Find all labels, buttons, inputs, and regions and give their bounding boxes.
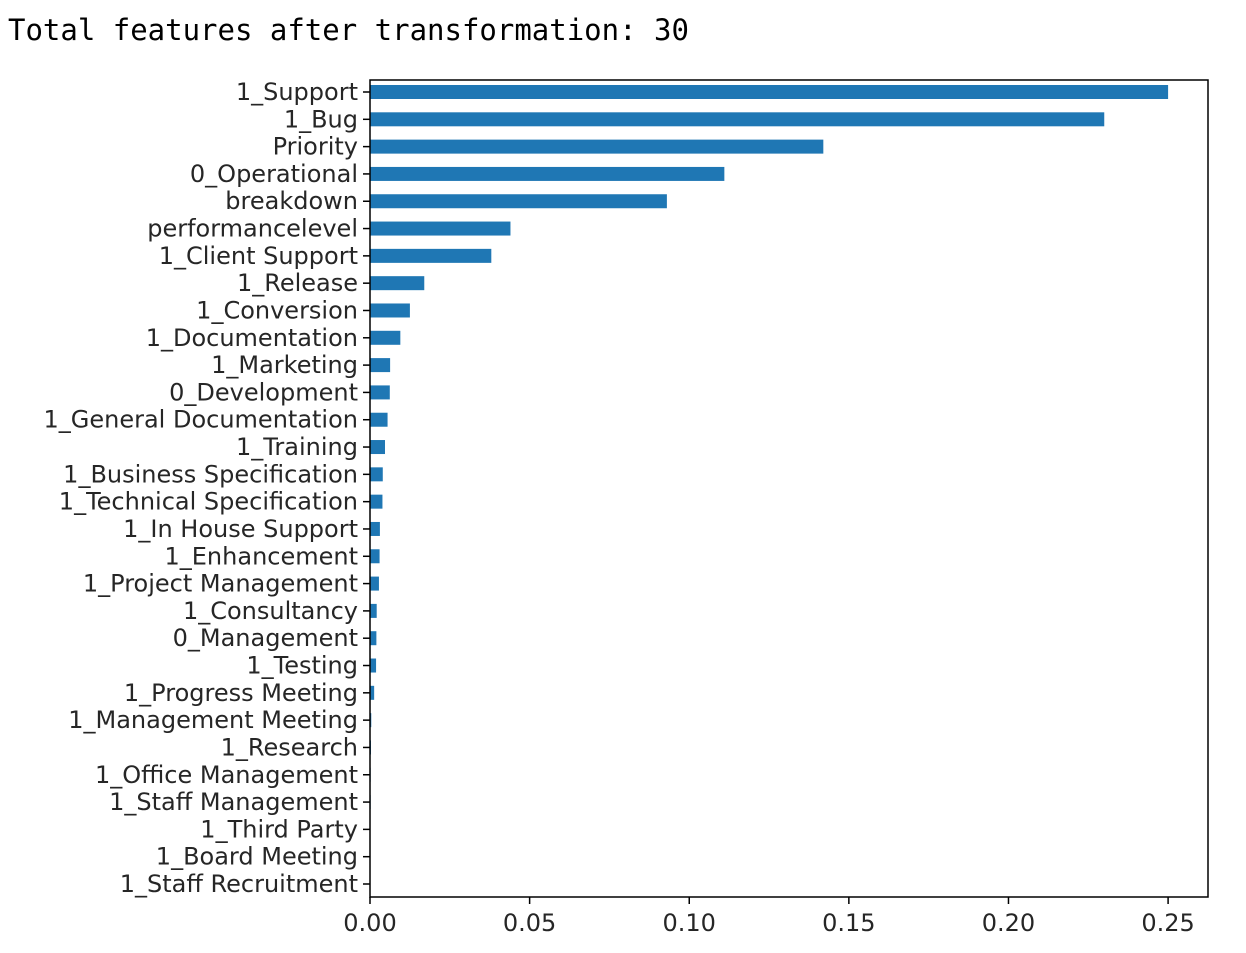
x-tick-label: 0.00 bbox=[343, 909, 396, 937]
y-tick-label: 1_Business Specification bbox=[63, 460, 358, 488]
x-tick-labels: 0.00 0.05 0.10 0.15 0.20 0.25 bbox=[343, 909, 1195, 937]
y-tick-label: 1_Enhancement bbox=[165, 542, 359, 570]
y-tick-marks bbox=[363, 91, 370, 885]
y-tick-label: 1_Marketing bbox=[211, 351, 358, 379]
x-tick-label: 0.20 bbox=[982, 909, 1035, 937]
bar bbox=[370, 549, 380, 564]
bar bbox=[370, 221, 511, 236]
bar bbox=[370, 412, 388, 427]
y-tick-label: 1_Management Meeting bbox=[68, 706, 358, 734]
bar bbox=[370, 85, 1169, 99]
y-tick-label: breakdown bbox=[225, 187, 358, 215]
bar bbox=[370, 303, 410, 318]
y-tick-label: 1_Board Meeting bbox=[156, 843, 358, 871]
bar bbox=[370, 440, 385, 455]
y-tick-label: 1_General Documentation bbox=[44, 406, 359, 434]
y-tick-label: 1_Documentation bbox=[146, 324, 358, 352]
x-tick-label: 0.25 bbox=[1141, 909, 1194, 937]
y-tick-labels: 1_Support1_BugPriority0_Operationalbreak… bbox=[44, 78, 359, 898]
bar bbox=[370, 467, 383, 482]
y-tick-label: 1_Staff Management bbox=[109, 788, 358, 816]
bar bbox=[370, 494, 383, 509]
y-tick-label: 1_Staff Recruitment bbox=[120, 870, 358, 898]
bar bbox=[370, 358, 391, 373]
bar bbox=[370, 330, 401, 345]
y-tick-label: 1_Project Management bbox=[83, 570, 358, 598]
y-tick-label: 1_Third Party bbox=[200, 815, 358, 843]
x-tick-marks bbox=[369, 897, 1169, 904]
bar bbox=[370, 658, 377, 673]
bar bbox=[370, 139, 824, 154]
y-tick-label: 0_Management bbox=[173, 624, 358, 652]
y-tick-label: 0_Operational bbox=[190, 160, 358, 188]
y-tick-label: 1_Testing bbox=[246, 652, 358, 680]
y-tick-label: 1_Training bbox=[236, 433, 358, 461]
y-tick-label: 1_Office Management bbox=[95, 761, 358, 789]
y-tick-label: 1_Consultancy bbox=[183, 597, 358, 625]
y-tick-label: Priority bbox=[273, 133, 358, 161]
bar bbox=[370, 521, 380, 536]
bar bbox=[370, 631, 377, 646]
bar bbox=[370, 685, 375, 700]
bars-group bbox=[370, 85, 1169, 891]
bar bbox=[370, 576, 379, 591]
bar bbox=[370, 385, 390, 400]
x-tick-label: 0.10 bbox=[663, 909, 716, 937]
x-tick-label: 0.15 bbox=[822, 909, 875, 937]
bar bbox=[370, 248, 492, 263]
y-tick-label: 1_Client Support bbox=[159, 242, 358, 270]
bar bbox=[370, 166, 725, 181]
y-tick-label: 1_Conversion bbox=[196, 296, 358, 324]
plot-frame bbox=[369, 79, 1209, 898]
console-output-line: Total features after transformation: 30 bbox=[8, 13, 689, 47]
y-tick-label: 0_Development bbox=[169, 378, 358, 406]
y-tick-label: 1_Release bbox=[237, 269, 358, 297]
bar bbox=[370, 112, 1105, 127]
bar bbox=[370, 276, 425, 291]
y-tick-label: performancelevel bbox=[147, 215, 358, 243]
y-tick-label: 1_Technical Specification bbox=[59, 488, 358, 516]
bar bbox=[370, 194, 667, 209]
bar bbox=[370, 603, 377, 618]
y-tick-label: 1_Support bbox=[236, 78, 358, 106]
y-tick-label: 1_Progress Meeting bbox=[124, 679, 358, 707]
x-tick-label: 0.05 bbox=[503, 909, 556, 937]
y-tick-label: 1_Research bbox=[221, 733, 358, 761]
y-tick-label: 1_Bug bbox=[284, 105, 358, 133]
y-tick-label: 1_In House Support bbox=[123, 515, 358, 543]
